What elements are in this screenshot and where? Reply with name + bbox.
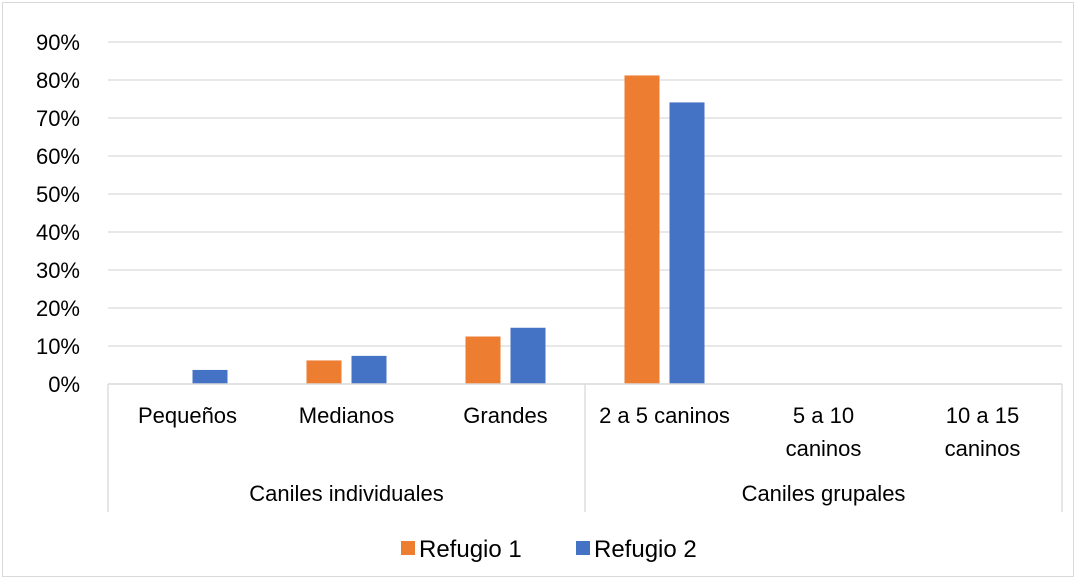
bar (624, 75, 660, 384)
y-tick-label: 20% (36, 296, 80, 321)
y-tick-label: 40% (36, 220, 80, 245)
bar (510, 327, 546, 384)
category-labels: Pequeños Medianos Grandes 2 a 5 caninos 5 a … (138, 403, 1020, 461)
bar (306, 360, 342, 384)
category-label: 10 a 15 (946, 403, 1019, 428)
group-label: Caniles individuales (249, 481, 443, 506)
y-tick-label: 50% (36, 182, 80, 207)
category-label: Grandes (463, 403, 547, 428)
legend-entry: Refugio 2 (594, 536, 697, 563)
y-tick-label: 70% (36, 106, 80, 131)
category-label: caninos (786, 436, 862, 461)
category-label: 5 a 10 (793, 403, 854, 428)
group-label: Caniles grupales (742, 481, 906, 506)
legend-swatch (576, 541, 590, 555)
x-axis (107, 383, 1063, 512)
category-label: caninos (945, 436, 1021, 461)
bar (465, 336, 501, 384)
category-label: Medianos (299, 403, 394, 428)
legend: Refugio 1 Refugio 2 (401, 536, 697, 563)
y-tick-label: 90% (36, 30, 80, 55)
y-tick-label: 10% (36, 334, 80, 359)
bar (351, 355, 387, 384)
y-axis-ticks: 0% 10% 20% 30% 40% 50% 60% 70% 80% 90% (36, 30, 80, 397)
gridlines (108, 41, 1062, 347)
y-tick-label: 60% (36, 144, 80, 169)
bar (669, 102, 705, 385)
category-label: Pequeños (138, 403, 237, 428)
category-label: 2 a 5 caninos (599, 403, 730, 428)
group-labels: Caniles individuales Caniles grupales (249, 481, 905, 506)
bars (192, 75, 705, 385)
legend-entry: Refugio 1 (419, 536, 522, 563)
y-tick-label: 0% (48, 372, 80, 397)
legend-swatch (401, 541, 415, 555)
y-tick-label: 80% (36, 68, 80, 93)
bar (192, 369, 228, 384)
y-tick-label: 30% (36, 258, 80, 283)
